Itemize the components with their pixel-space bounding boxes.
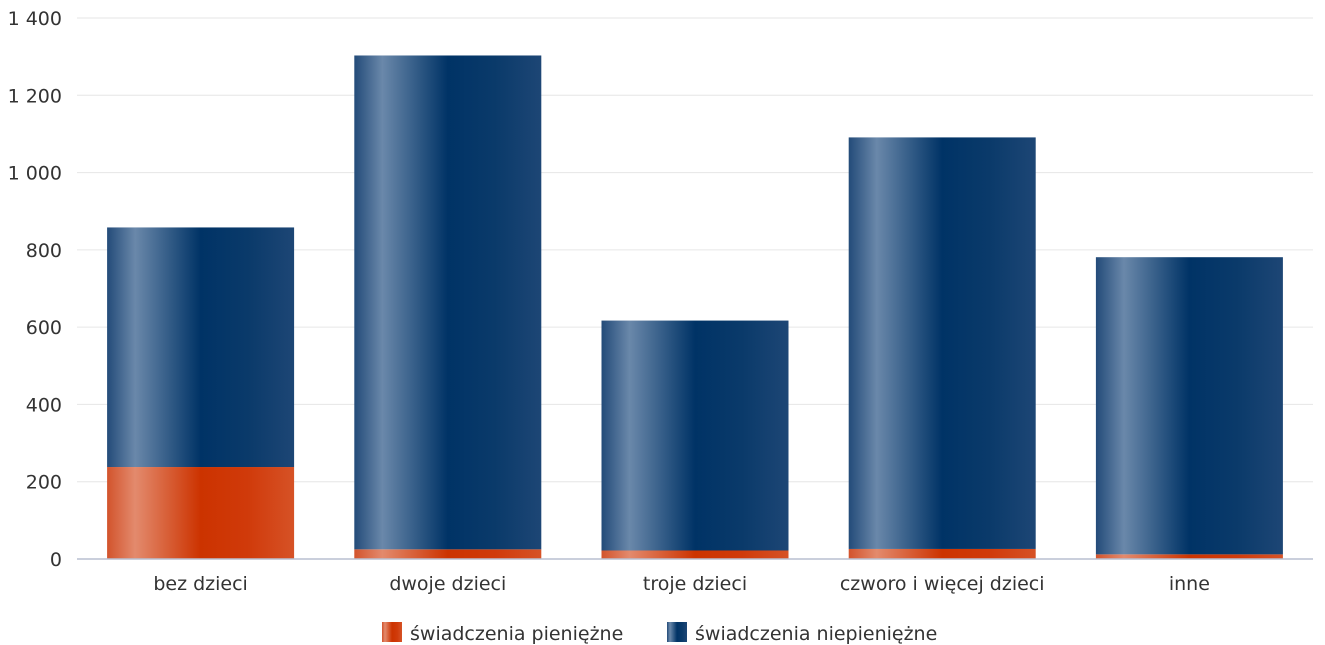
bar-niepieniezne[interactable]: [601, 320, 789, 551]
legend[interactable]: świadczenia pieniężne świadczenia niepien…: [382, 622, 937, 645]
y-tick-label: 800: [26, 240, 62, 262]
bar-niepieniezne[interactable]: [354, 55, 542, 550]
y-tick-label: 1 000: [8, 163, 62, 185]
y-tick-label: 600: [26, 317, 62, 339]
bar-pieniezne[interactable]: [107, 467, 295, 559]
y-tick-label: 1 200: [8, 85, 62, 107]
legend-item[interactable]: świadczenia niepieniężne: [667, 622, 937, 645]
y-tick-label: 1 400: [8, 8, 62, 30]
bar-niepieniezne[interactable]: [1095, 257, 1283, 555]
legend-item[interactable]: świadczenia pieniężne: [382, 622, 623, 645]
x-axis-category-labels: bez dzieci dwoje dzieci troje dzieci czworo…: [153, 573, 1210, 595]
y-tick-label: 200: [26, 472, 62, 494]
x-category-label: inne: [1169, 573, 1210, 595]
y-tick-label: 0: [50, 549, 62, 571]
bar-pieniezne[interactable]: [354, 549, 542, 559]
x-category-label: bez dzieci: [153, 573, 248, 595]
legend-label: świadczenia niepieniężne: [695, 623, 937, 645]
bar-niepieniezne[interactable]: [848, 137, 1036, 549]
x-category-label: czworo i więcej dzieci: [840, 573, 1045, 595]
bars: [107, 55, 1283, 559]
legend-swatch: [382, 622, 402, 642]
bar-pieniezne[interactable]: [601, 550, 789, 559]
y-tick-label: 400: [26, 394, 62, 416]
bar-pieniezne[interactable]: [1095, 554, 1283, 559]
x-category-label: troje dzieci: [643, 573, 747, 595]
x-category-label: dwoje dzieci: [389, 573, 506, 595]
bar-pieniezne[interactable]: [848, 548, 1036, 559]
bar-niepieniezne[interactable]: [107, 227, 295, 468]
y-axis-tick-labels: 0 200 400 600 800 1 000 1 200 1 400: [8, 8, 62, 571]
legend-label: świadczenia pieniężne: [410, 623, 623, 645]
legend-swatch: [667, 622, 687, 642]
